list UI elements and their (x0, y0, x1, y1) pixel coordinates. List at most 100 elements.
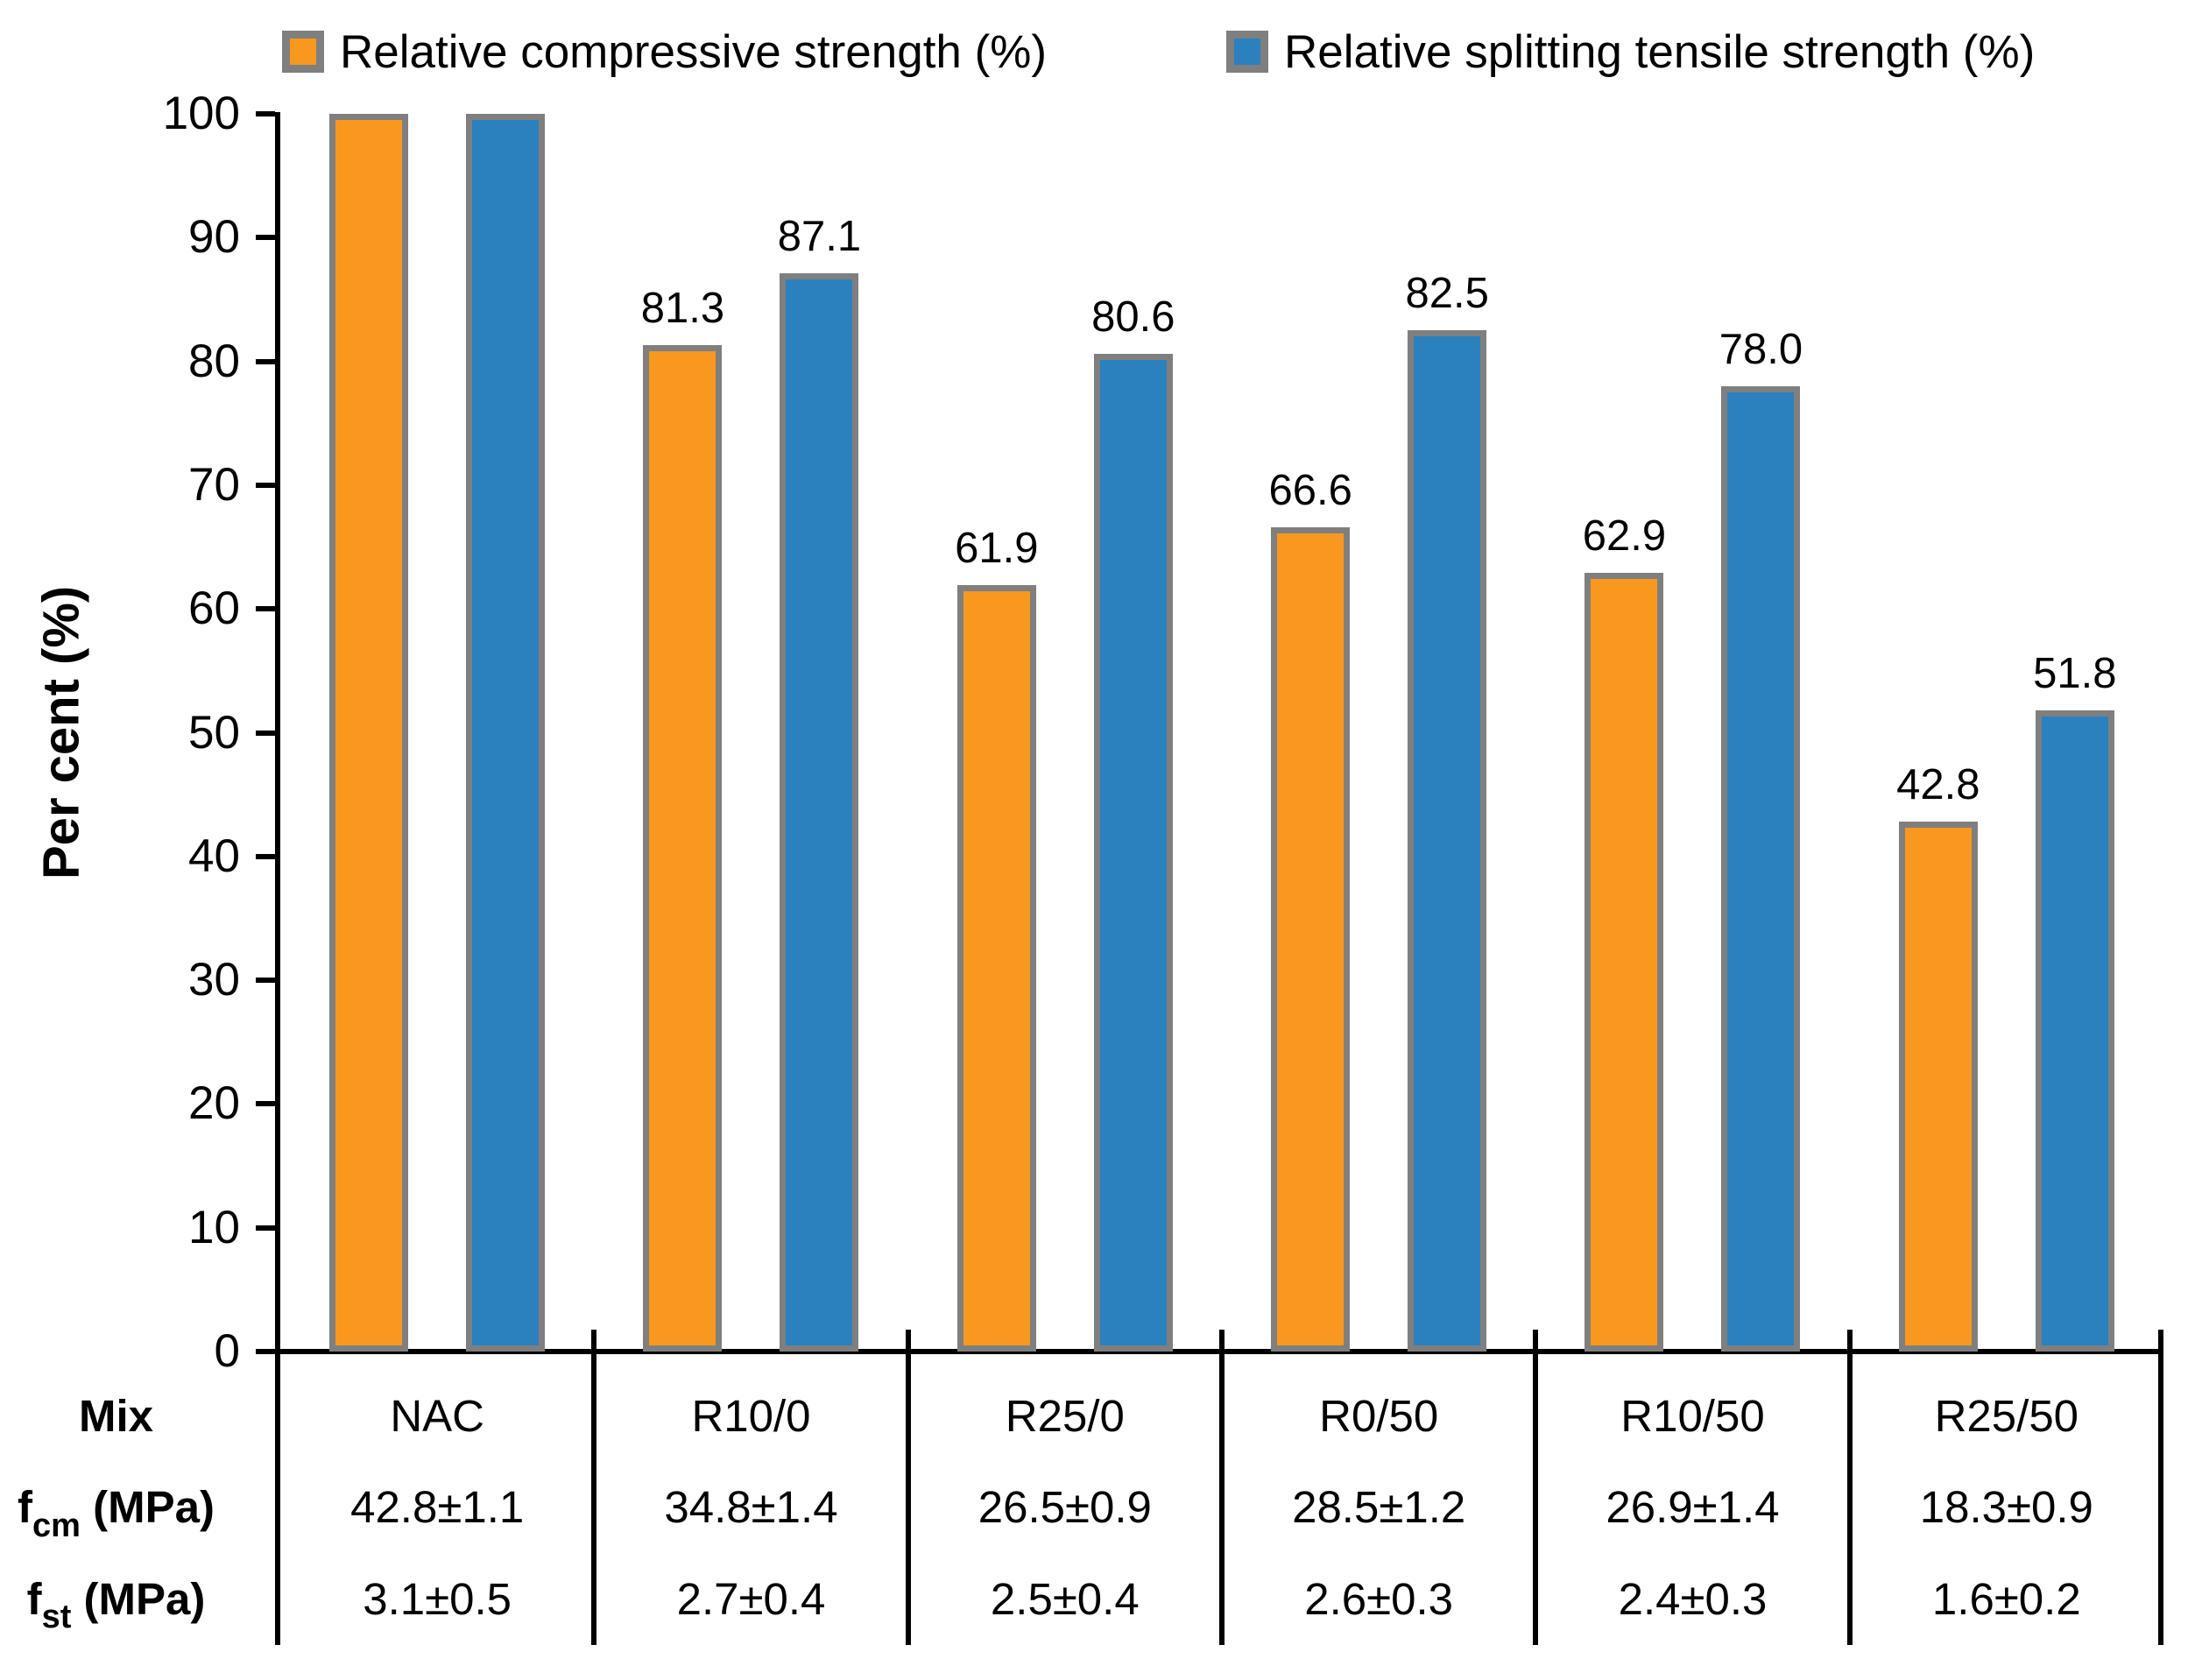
y-tick-label: 70 (188, 458, 240, 511)
table-cell-mix: R25/50 (1934, 1390, 2079, 1441)
bar-wrap: 66.6 (1268, 114, 1352, 1352)
y-tick-label: 0 (214, 1325, 240, 1377)
y-tick-label: 50 (188, 706, 240, 759)
table-cell-fst: 2.7±0.4 (676, 1574, 826, 1625)
table-column-separator (1533, 1330, 1538, 1645)
bar-value-label: 82.5 (1405, 270, 1489, 318)
table-cell-mix: NAC (390, 1390, 484, 1441)
y-tick-mark (256, 853, 275, 859)
bar-wrap: 78.0 (1719, 114, 1803, 1352)
y-tick-label: 30 (188, 954, 240, 1006)
y-tick-mark (256, 1101, 275, 1107)
bar-wrap: 51.8 (2033, 114, 2117, 1352)
plot-area: 81.3 87.1 61.9 80.6 66.6 (280, 114, 2163, 1352)
legend-item-compressive: Relative compressive strength (%) (282, 23, 1047, 81)
table-column-separator (1847, 1330, 1853, 1645)
legend-label-tensile: Relative splitting tensile strength (%) (1284, 25, 2036, 78)
bar-group-r10-0: 81.3 87.1 (594, 114, 907, 1352)
y-tick-label: 100 (162, 88, 240, 139)
table-cell-fcm: 34.8±1.4 (664, 1482, 838, 1533)
table-column-separator (1219, 1330, 1225, 1645)
table-cell-mix: R25/0 (1005, 1390, 1125, 1441)
table-cell-fst: 2.4±0.3 (1618, 1574, 1768, 1625)
bar-compressive (1898, 822, 1978, 1352)
y-tick-label: 80 (188, 335, 240, 387)
bar-value-label: 80.6 (1091, 293, 1175, 342)
bar-wrap: 82.5 (1405, 114, 1489, 1352)
table-column-separator (591, 1330, 596, 1645)
bar-tensile (2035, 710, 2114, 1352)
bar-tensile (466, 114, 546, 1352)
bar-group-r10-50: 62.9 78.0 (1535, 114, 1849, 1352)
y-tick-label: 60 (188, 582, 240, 635)
bar-wrap (329, 114, 409, 1352)
bar-value-label: 51.8 (2033, 650, 2117, 698)
legend-item-tensile: Relative splitting tensile strength (%) (1226, 23, 2035, 81)
table-cell-fcm: 26.9±1.4 (1606, 1482, 1780, 1533)
bar-group-r0-50: 66.6 82.5 (1222, 114, 1535, 1352)
bar-compressive (329, 114, 409, 1352)
table-cell-mix: R10/50 (1620, 1390, 1765, 1441)
bar-wrap: 61.9 (955, 114, 1039, 1352)
y-tick-mark (256, 235, 275, 241)
table-column-separator (906, 1330, 911, 1645)
y-tick-mark (256, 730, 275, 736)
bar-compressive (1271, 526, 1351, 1352)
table-row-label-fcm: fcm (MPa) (18, 1482, 215, 1544)
y-tick-mark (256, 358, 275, 364)
bar-wrap: 80.6 (1091, 114, 1175, 1352)
table-cell-fcm: 28.5±1.2 (1292, 1482, 1466, 1533)
bar-wrap: 62.9 (1582, 114, 1667, 1352)
y-tick-label: 90 (188, 211, 240, 264)
bar-value-label: 42.8 (1896, 761, 1980, 809)
y-tick-label: 10 (188, 1201, 240, 1253)
table-right-border (2158, 1330, 2163, 1645)
table-cell-mix: R0/50 (1319, 1390, 1439, 1441)
legend-swatch-compressive-icon (282, 31, 324, 73)
bar-wrap: 87.1 (777, 114, 862, 1352)
table-cell-fcm: 42.8±1.1 (350, 1482, 525, 1533)
table-cell-fst: 2.6±0.3 (1304, 1574, 1454, 1625)
y-tick-mark (256, 1225, 275, 1231)
bar-group-r25-0: 61.9 80.6 (908, 114, 1222, 1352)
table-cell-fst: 2.5±0.4 (990, 1574, 1140, 1625)
bar-wrap: 42.8 (1896, 114, 1980, 1352)
table-cell-fcm: 26.5±0.9 (977, 1482, 1152, 1533)
legend-label-compressive: Relative compressive strength (%) (340, 25, 1048, 78)
bar-wrap (466, 114, 546, 1352)
table-row-label-fst: fst (MPa) (26, 1574, 206, 1636)
y-axis-ticks: 0 10 20 30 40 50 60 70 80 90 100 (0, 88, 275, 1377)
y-tick-mark (256, 978, 275, 984)
y-tick-mark (256, 482, 275, 488)
table-cell-mix: R10/0 (691, 1390, 811, 1441)
bar-value-label: 78.0 (1719, 325, 1803, 373)
y-tick-mark (256, 111, 275, 116)
bar-value-label: 61.9 (955, 525, 1039, 573)
bar-tensile (780, 273, 859, 1352)
table-row-label-mix: Mix (78, 1390, 154, 1441)
legend-swatch-tensile-icon (1226, 31, 1268, 73)
bar-group-r25-50: 42.8 51.8 (1850, 114, 2163, 1352)
bar-compressive (956, 585, 1036, 1352)
table-cell-fst: 3.1±0.5 (363, 1574, 512, 1625)
data-table: Mix NAC R10/0 R25/0 R0/50 R10/50 R25/50 … (0, 1354, 2163, 1645)
bar-value-label: 66.6 (1268, 466, 1352, 514)
bar-group-nac (280, 114, 594, 1352)
y-tick-mark (256, 606, 275, 612)
bar-compressive (1584, 573, 1664, 1352)
bar-value-label: 62.9 (1582, 512, 1667, 561)
table-cell-fst: 1.6±0.2 (1931, 1574, 2081, 1625)
bar-tensile (1408, 330, 1487, 1352)
y-tick-label: 40 (188, 829, 240, 882)
y-tick-label: 20 (188, 1077, 240, 1130)
x-axis-line (263, 1349, 2163, 1354)
bar-tensile (1721, 385, 1801, 1352)
bar-value-label: 81.3 (640, 285, 725, 333)
bar-tensile (1093, 354, 1173, 1352)
y-axis-line (275, 112, 280, 1645)
table-cell-fcm: 18.3±0.9 (1919, 1482, 2093, 1533)
bar-wrap: 81.3 (640, 114, 725, 1352)
bar-value-label: 87.1 (777, 213, 862, 261)
bar-compressive (643, 345, 723, 1352)
